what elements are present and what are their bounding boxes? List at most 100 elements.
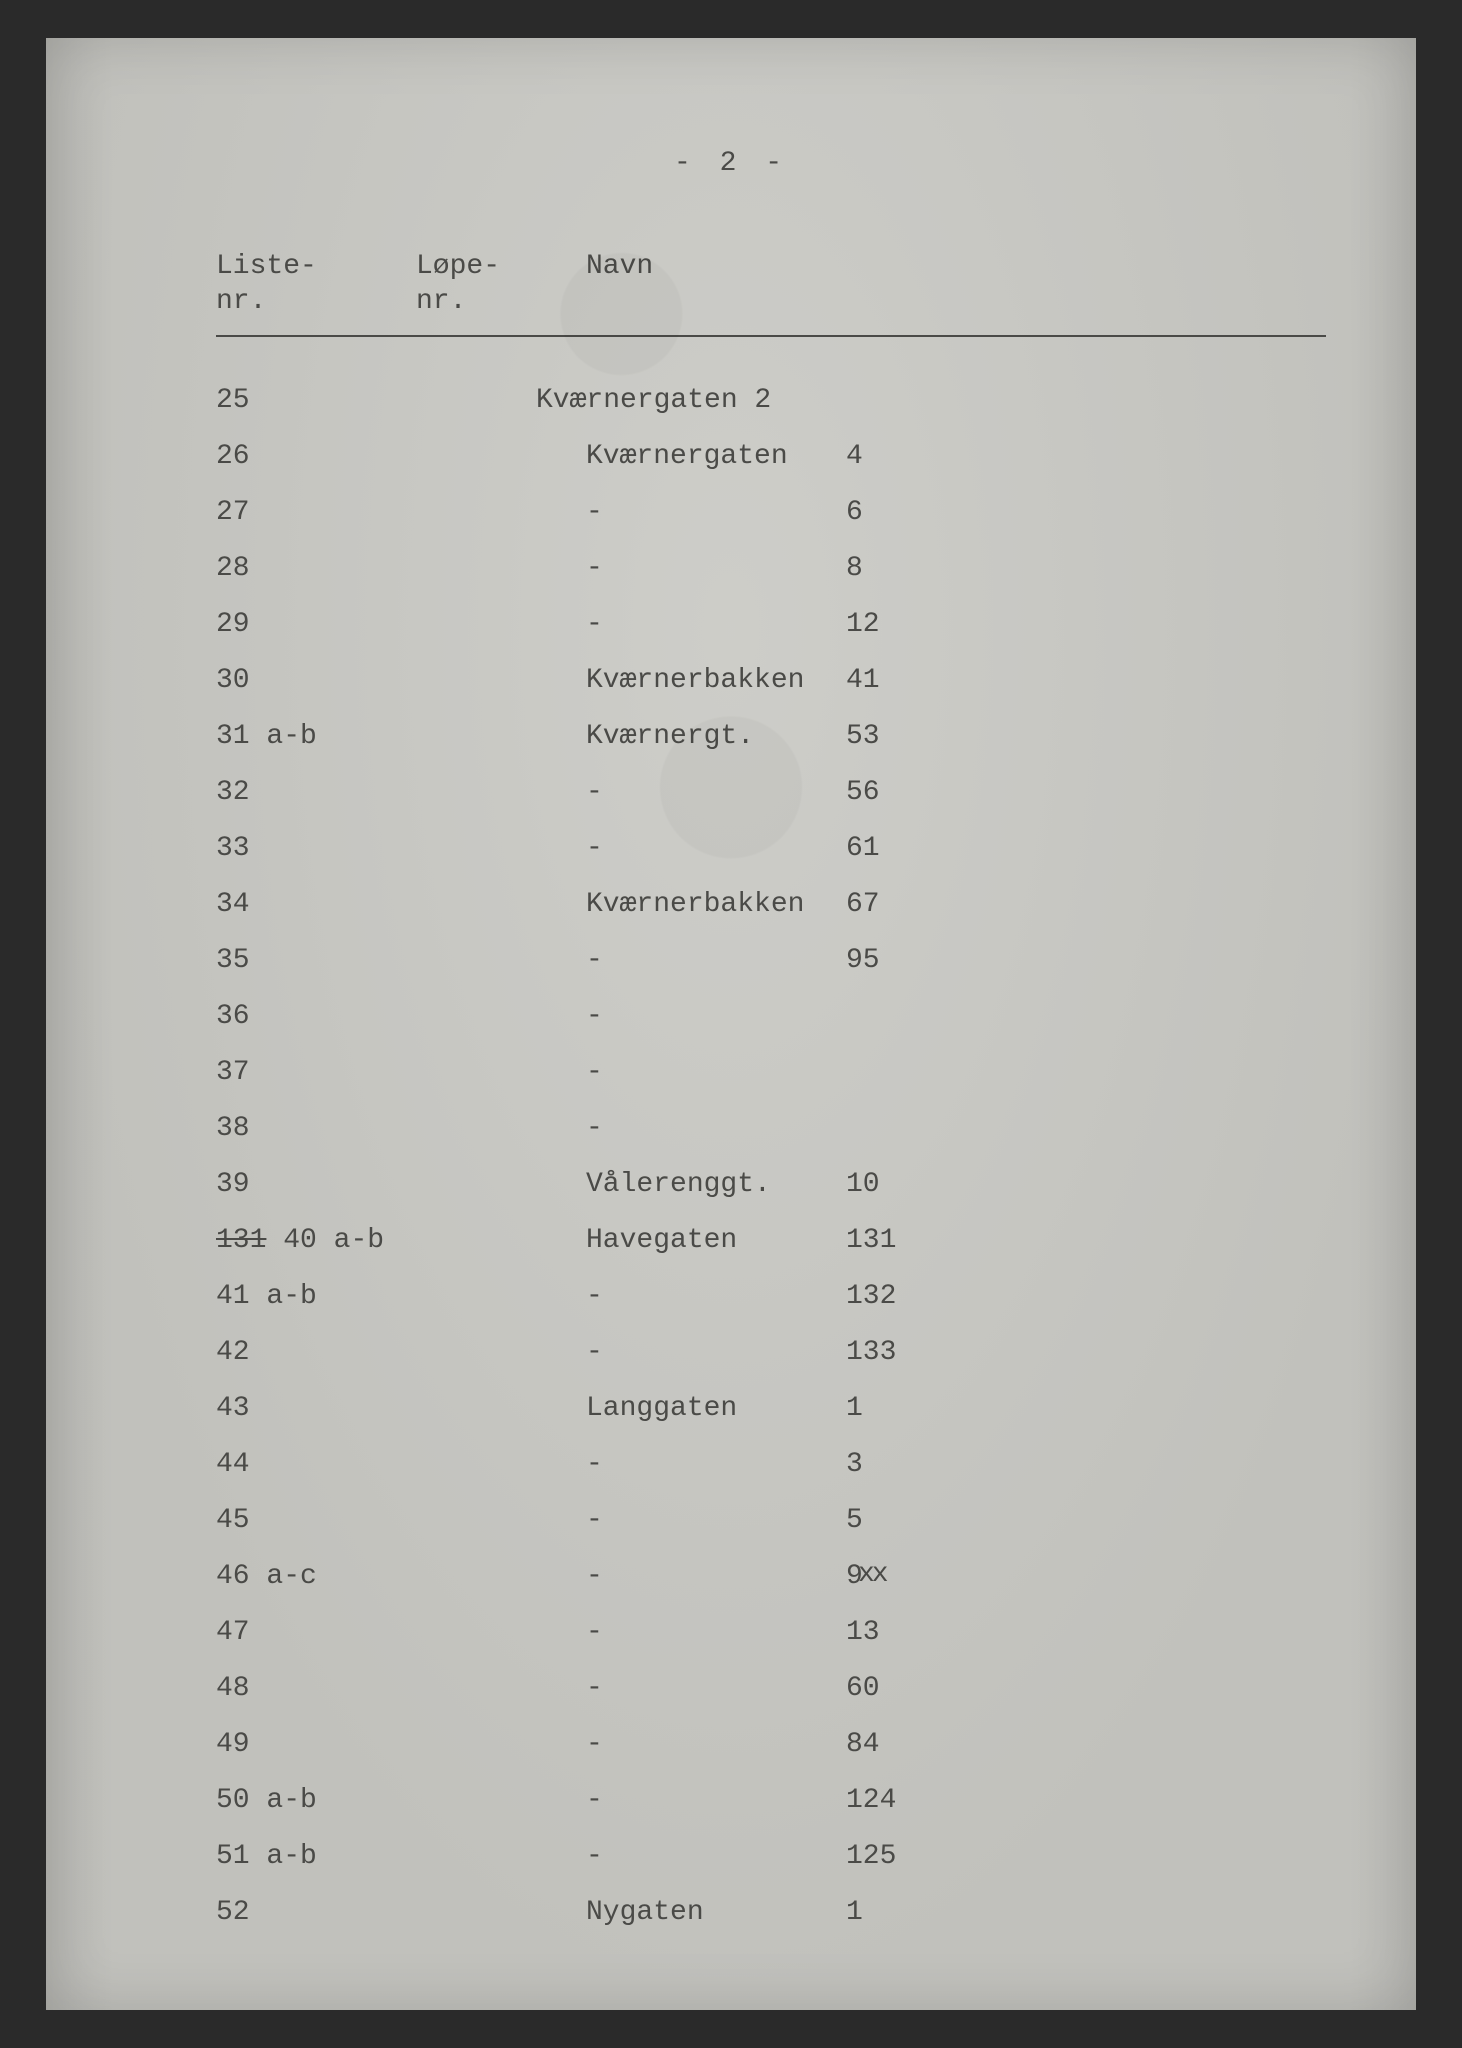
liste-value: 26 bbox=[216, 441, 250, 472]
cell-navn: - bbox=[586, 611, 846, 639]
cell-liste-nr: 48 bbox=[216, 1675, 416, 1703]
cell-number: 9 bbox=[846, 1563, 966, 1591]
table-row: 36 - bbox=[216, 989, 1326, 1045]
cell-lope-nr bbox=[416, 1899, 586, 1927]
cell-lope-nr bbox=[416, 555, 586, 583]
liste-value: 32 bbox=[216, 777, 250, 808]
cell-number: 132 bbox=[846, 1283, 966, 1311]
cell-navn: - bbox=[586, 1787, 846, 1815]
table-row: 46 a-c-9 bbox=[216, 1549, 1326, 1605]
cell-navn: - bbox=[586, 1003, 846, 1031]
table-row: 44-3 bbox=[216, 1437, 1326, 1493]
liste-value: 36 bbox=[216, 1001, 250, 1032]
cell-number: 60 bbox=[846, 1675, 966, 1703]
liste-value: 42 bbox=[216, 1337, 250, 1368]
cell-lope-nr bbox=[416, 1171, 586, 1199]
cell-lope-nr bbox=[416, 1843, 586, 1871]
cell-liste-nr: 131 40 a-b bbox=[216, 1227, 416, 1255]
header-rule bbox=[216, 335, 1326, 337]
cell-number: 125 bbox=[846, 1843, 966, 1871]
cell-lope-nr bbox=[416, 443, 586, 471]
liste-value: 30 bbox=[216, 665, 250, 696]
cell-liste-nr: 34 bbox=[216, 891, 416, 919]
liste-value: 50 a-b bbox=[216, 1785, 317, 1816]
liste-value: 44 bbox=[216, 1449, 250, 1480]
cell-lope-nr bbox=[416, 1283, 586, 1311]
cell-lope-nr bbox=[416, 1787, 586, 1815]
cell-navn: - bbox=[586, 1451, 846, 1479]
cell-liste-nr: 26 bbox=[216, 443, 416, 471]
cell-liste-nr: 46 a-c bbox=[216, 1563, 416, 1591]
cell-lope-nr bbox=[416, 835, 586, 863]
liste-value: 48 bbox=[216, 1673, 250, 1704]
table-row: 33-61 bbox=[216, 821, 1326, 877]
cell-lope-nr bbox=[416, 1563, 586, 1591]
cell-navn: - bbox=[586, 555, 846, 583]
cell-lope-nr bbox=[416, 723, 586, 751]
number-value: 9 bbox=[846, 1561, 863, 1592]
cell-navn: - bbox=[586, 1115, 846, 1143]
cell-lope-nr bbox=[416, 1675, 586, 1703]
cell-navn: Vålerenggt. bbox=[586, 1171, 846, 1199]
table-row: 42-133 bbox=[216, 1325, 1326, 1381]
cell-liste-nr: 38 bbox=[216, 1115, 416, 1143]
cell-navn: Kværnergt. bbox=[586, 723, 846, 751]
liste-value: 38 bbox=[216, 1113, 250, 1144]
cell-liste-nr: 37 bbox=[216, 1059, 416, 1087]
cell-number: 56 bbox=[846, 779, 966, 807]
table-row: 37 - bbox=[216, 1045, 1326, 1101]
cell-navn: Langgaten bbox=[586, 1395, 846, 1423]
cell-lope-nr bbox=[416, 1395, 586, 1423]
table-row: 45-5 bbox=[216, 1493, 1326, 1549]
table-row: 48-60 bbox=[216, 1661, 1326, 1717]
cell-number bbox=[846, 1115, 966, 1143]
cell-lope-nr bbox=[416, 891, 586, 919]
cell-liste-nr: 51 a-b bbox=[216, 1843, 416, 1871]
header-lope-nr: Løpe-nr. bbox=[416, 249, 586, 319]
cell-liste-nr: 28 bbox=[216, 555, 416, 583]
cell-liste-nr: 45 bbox=[216, 1507, 416, 1535]
cell-navn: - bbox=[586, 1059, 846, 1087]
header-navn: Navn bbox=[586, 249, 1326, 319]
cell-lope-nr bbox=[416, 1619, 586, 1647]
cell-navn: - bbox=[586, 947, 846, 975]
liste-value: 51 a-b bbox=[216, 1841, 317, 1872]
cell-number: 61 bbox=[846, 835, 966, 863]
header-liste-nr: Liste-nr. bbox=[216, 249, 416, 319]
table-row: 51 a-b-125 bbox=[216, 1829, 1326, 1885]
cell-navn: - bbox=[586, 1731, 846, 1759]
table-row: 41 a-b-132 bbox=[216, 1269, 1326, 1325]
cell-liste-nr: 33 bbox=[216, 835, 416, 863]
table-header: Liste-nr. Løpe-nr. Navn bbox=[216, 249, 1326, 329]
cell-liste-nr: 25 bbox=[216, 387, 416, 415]
liste-value: 40 a-b bbox=[283, 1225, 384, 1256]
liste-value: 45 bbox=[216, 1505, 250, 1536]
cell-number: 133 bbox=[846, 1339, 966, 1367]
table-row: 49-84 bbox=[216, 1717, 1326, 1773]
liste-value: 25 bbox=[216, 385, 250, 416]
table-row: 32-56 bbox=[216, 765, 1326, 821]
cell-liste-nr: 30 bbox=[216, 667, 416, 695]
cell-lope-nr bbox=[416, 1731, 586, 1759]
cell-number: 124 bbox=[846, 1787, 966, 1815]
cell-number: 13 bbox=[846, 1619, 966, 1647]
liste-value: 43 bbox=[216, 1393, 250, 1424]
cell-number bbox=[846, 1003, 966, 1031]
cell-number: 10 bbox=[846, 1171, 966, 1199]
liste-value: 49 bbox=[216, 1729, 250, 1760]
cell-navn: Kværnerbakken bbox=[586, 667, 846, 695]
liste-value: 52 bbox=[216, 1897, 250, 1928]
cell-lope-nr bbox=[416, 947, 586, 975]
table-body: 25Kværnergaten 226Kværnergaten427-628-82… bbox=[216, 373, 1326, 1941]
cell-number: 95 bbox=[846, 947, 966, 975]
cell-lope-nr bbox=[416, 499, 586, 527]
cell-liste-nr: 42 bbox=[216, 1339, 416, 1367]
cell-lope-nr bbox=[416, 1003, 586, 1031]
cell-number: 4 bbox=[846, 443, 966, 471]
struck-text: 131 bbox=[216, 1225, 266, 1256]
cell-liste-nr: 47 bbox=[216, 1619, 416, 1647]
cell-number: 12 bbox=[846, 611, 966, 639]
table-row: 31 a-bKværnergt.53 bbox=[216, 709, 1326, 765]
cell-number bbox=[846, 1059, 966, 1087]
cell-liste-nr: 31 a-b bbox=[216, 723, 416, 751]
